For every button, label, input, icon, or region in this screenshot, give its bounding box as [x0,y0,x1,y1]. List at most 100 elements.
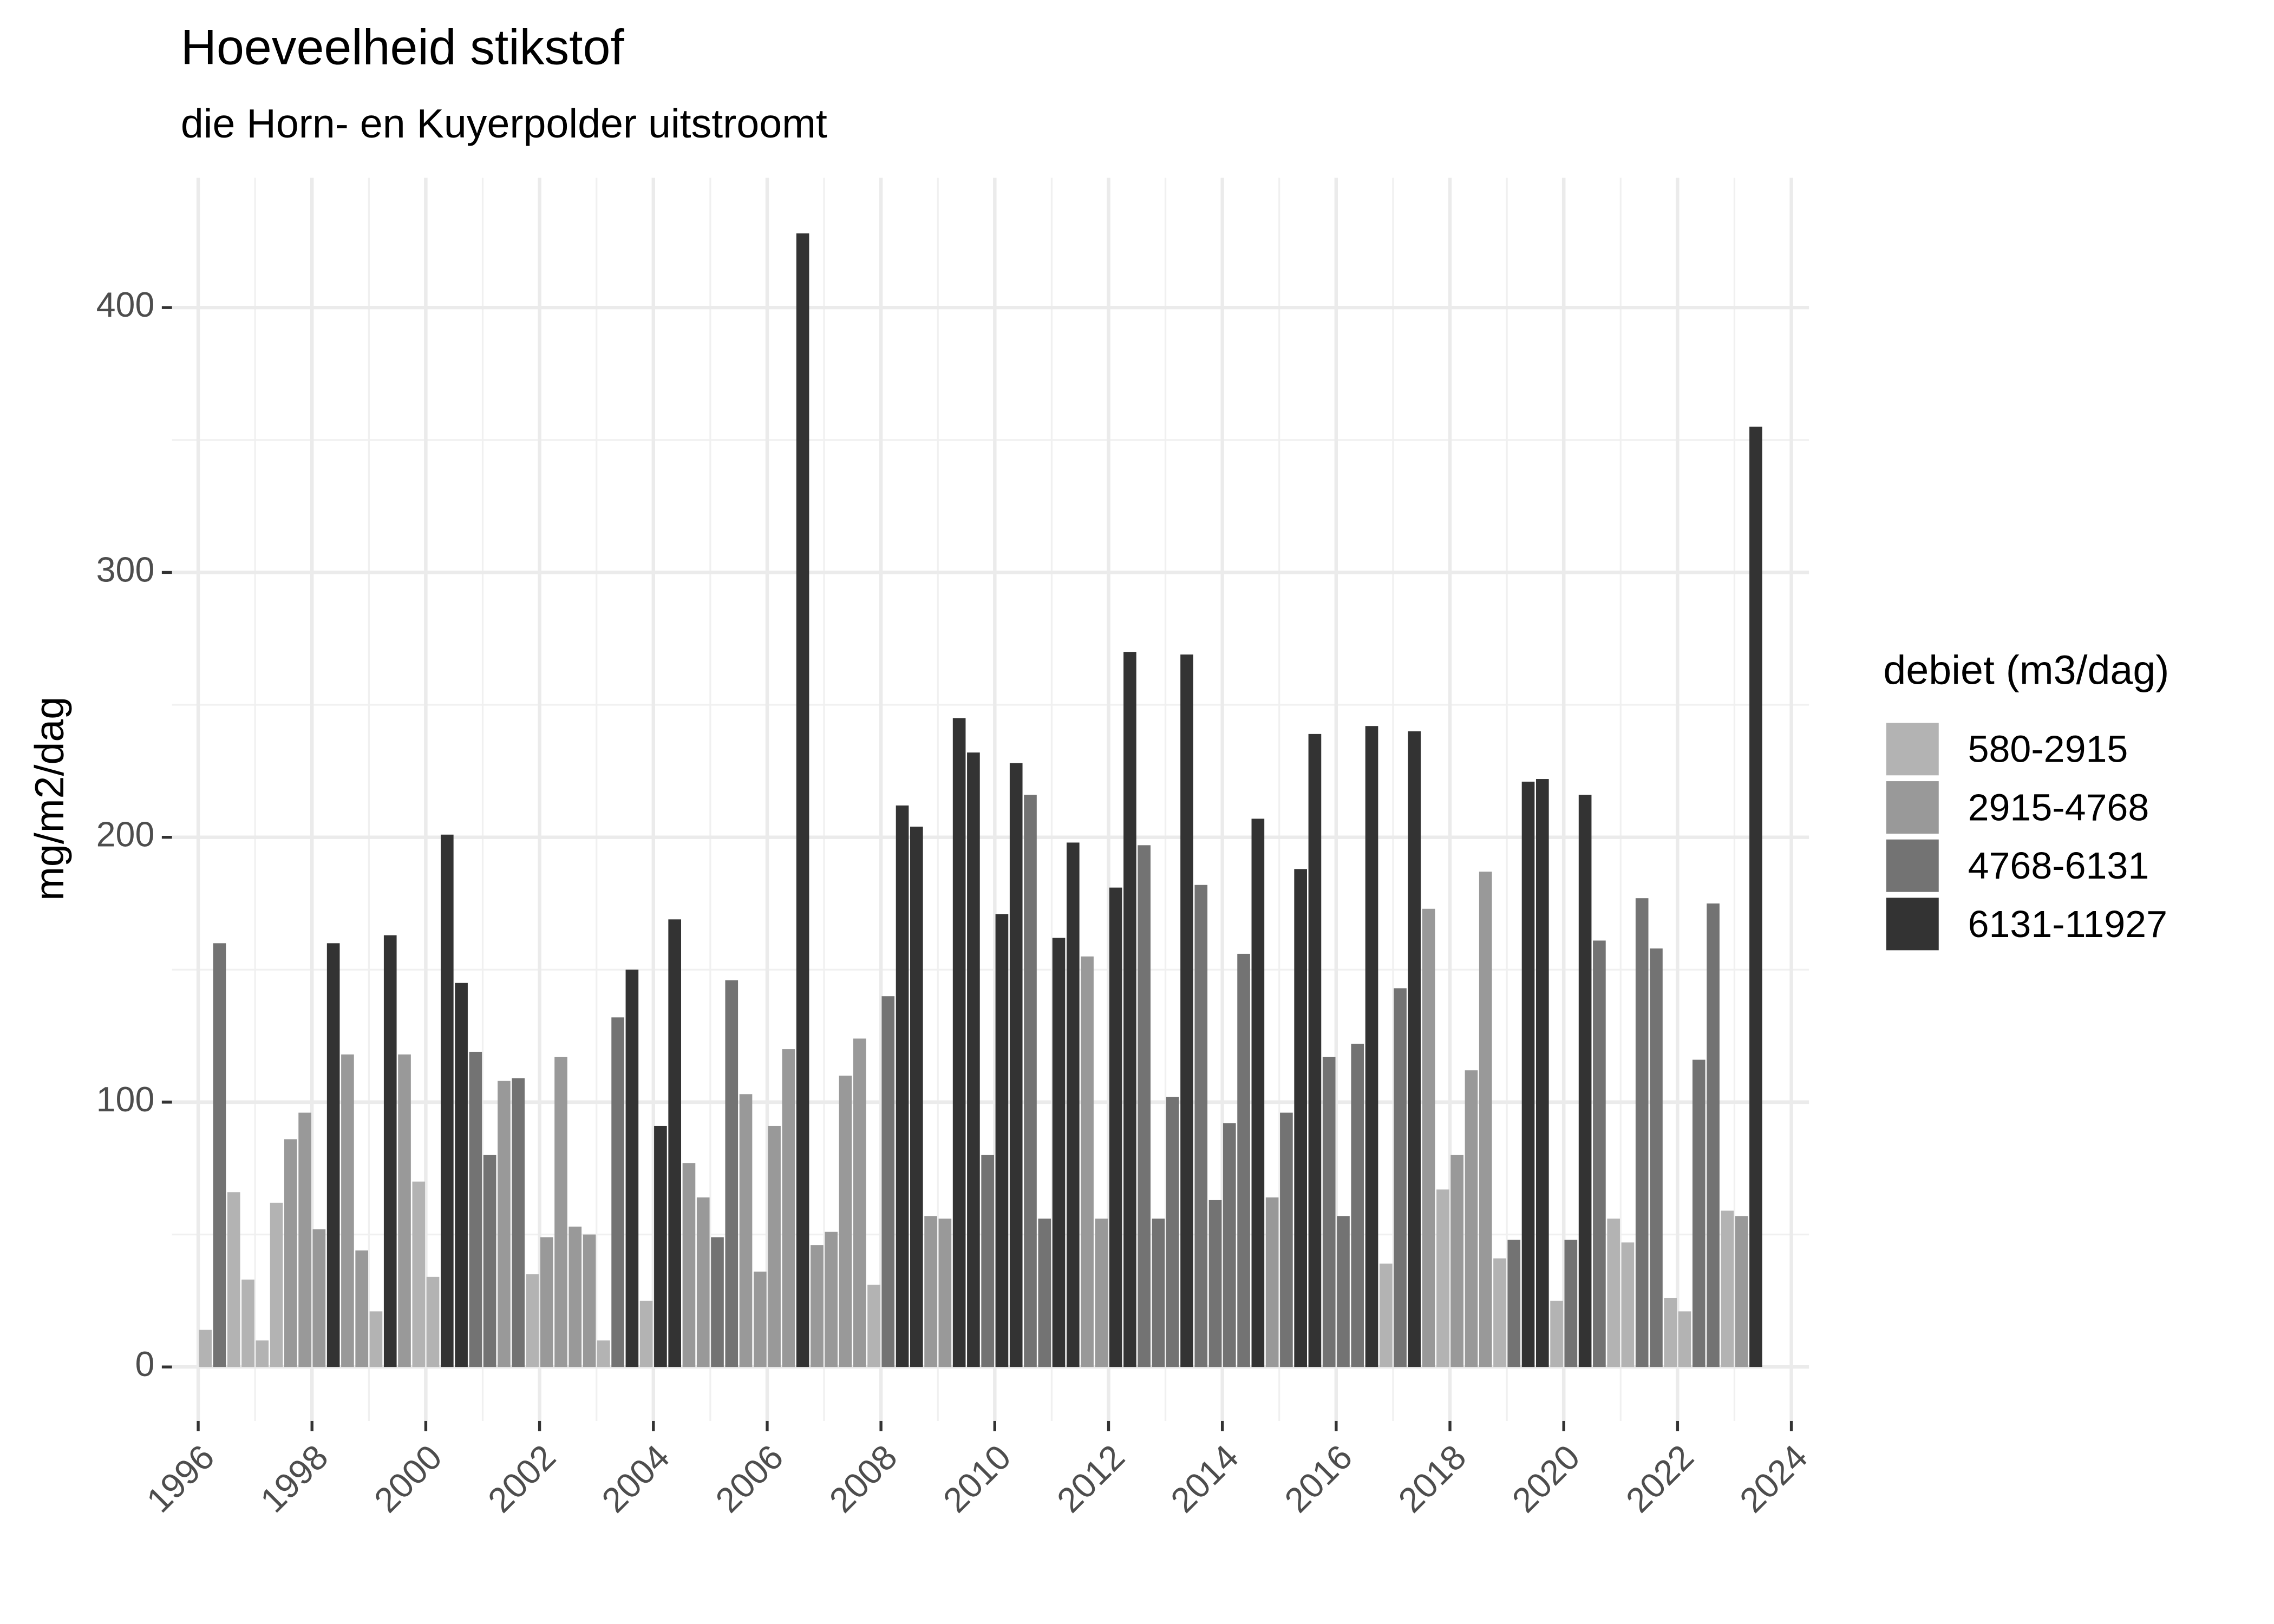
bar [1251,818,1265,1367]
bar [1123,652,1136,1367]
legend-label: 580-2915 [1968,728,2128,770]
bar [355,1250,369,1367]
bar [1265,1197,1279,1367]
bar [811,1245,824,1367]
bar [1635,898,1649,1367]
bar [383,935,397,1367]
bar [583,1234,596,1367]
bar [1208,1200,1222,1367]
bar [213,943,226,1367]
bar [668,919,682,1367]
bar [639,1300,653,1367]
legend-label: 2915-4768 [1968,786,2149,828]
bar [1280,1112,1293,1367]
bar [682,1163,696,1367]
bar [284,1139,297,1367]
bar [1237,953,1250,1367]
bar [483,1155,496,1367]
bar [1493,1258,1506,1367]
bar [1578,795,1592,1367]
bar [796,233,809,1367]
bar [952,718,966,1367]
bar [881,996,895,1367]
bar [625,970,639,1367]
bar [540,1237,553,1367]
bar [1721,1210,1734,1367]
bar [1322,1057,1336,1367]
legend-swatch [1886,898,1939,951]
bar [412,1181,426,1367]
bar [896,805,909,1367]
bar [1607,1219,1620,1367]
bar [1024,795,1037,1367]
bar [1521,781,1535,1367]
bar [853,1038,866,1367]
bar [1379,1263,1393,1367]
bar [995,914,1009,1367]
bar [326,943,340,1367]
bar [768,1125,781,1367]
bar [1436,1189,1449,1367]
y-tick-label: 0 [135,1345,154,1384]
bar [782,1049,795,1367]
bar [1465,1070,1478,1367]
bar [1038,1219,1051,1367]
bar [1450,1155,1463,1367]
bar [426,1276,440,1367]
legend-title: debiet (m3/dag) [1883,647,2169,693]
bar [1535,779,1549,1367]
bar [298,1112,311,1367]
bar [199,1330,212,1367]
bar [938,1219,952,1367]
bar [1564,1240,1578,1367]
bar [241,1279,254,1367]
bar [1081,956,1094,1367]
bar [498,1081,511,1367]
bar [568,1226,582,1367]
bar [1180,654,1193,1367]
bar [1678,1311,1691,1367]
bar [398,1054,411,1367]
y-axis-label: mg/m2/dag [27,697,72,901]
bar [1621,1242,1635,1367]
bar [1066,842,1080,1367]
legend-swatch [1886,839,1939,892]
bar [256,1340,269,1367]
bar [1664,1298,1677,1367]
bar [981,1155,994,1367]
chart-title: Hoeveelheid stikstof [181,19,625,75]
bar [1095,1219,1108,1367]
bar [312,1229,326,1367]
bar [455,983,468,1367]
bar [1109,887,1122,1367]
bar [441,834,454,1367]
bar [725,980,739,1367]
bar [1394,988,1407,1367]
bar [739,1094,753,1367]
bar [867,1285,880,1367]
bar [696,1197,710,1367]
bar [1294,869,1307,1367]
bar [910,827,923,1367]
bar [1593,940,1606,1367]
chart-subtitle: die Horn- en Kuyerpolder uitstroomt [181,101,827,146]
bar [1308,734,1322,1367]
bar [611,1017,624,1367]
bar [597,1340,610,1367]
bar [1507,1240,1521,1367]
bar [825,1232,838,1367]
bar [512,1078,525,1367]
bar [1692,1059,1706,1367]
bar [753,1272,767,1367]
y-tick-label: 200 [96,815,155,854]
bar [1408,731,1421,1367]
bar [1735,1216,1748,1367]
bar [967,752,980,1367]
bar [469,1051,482,1367]
bar [1707,903,1720,1367]
bar [1351,1044,1364,1367]
legend-swatch [1886,723,1939,776]
bar [1138,845,1151,1367]
bar [1365,726,1378,1367]
